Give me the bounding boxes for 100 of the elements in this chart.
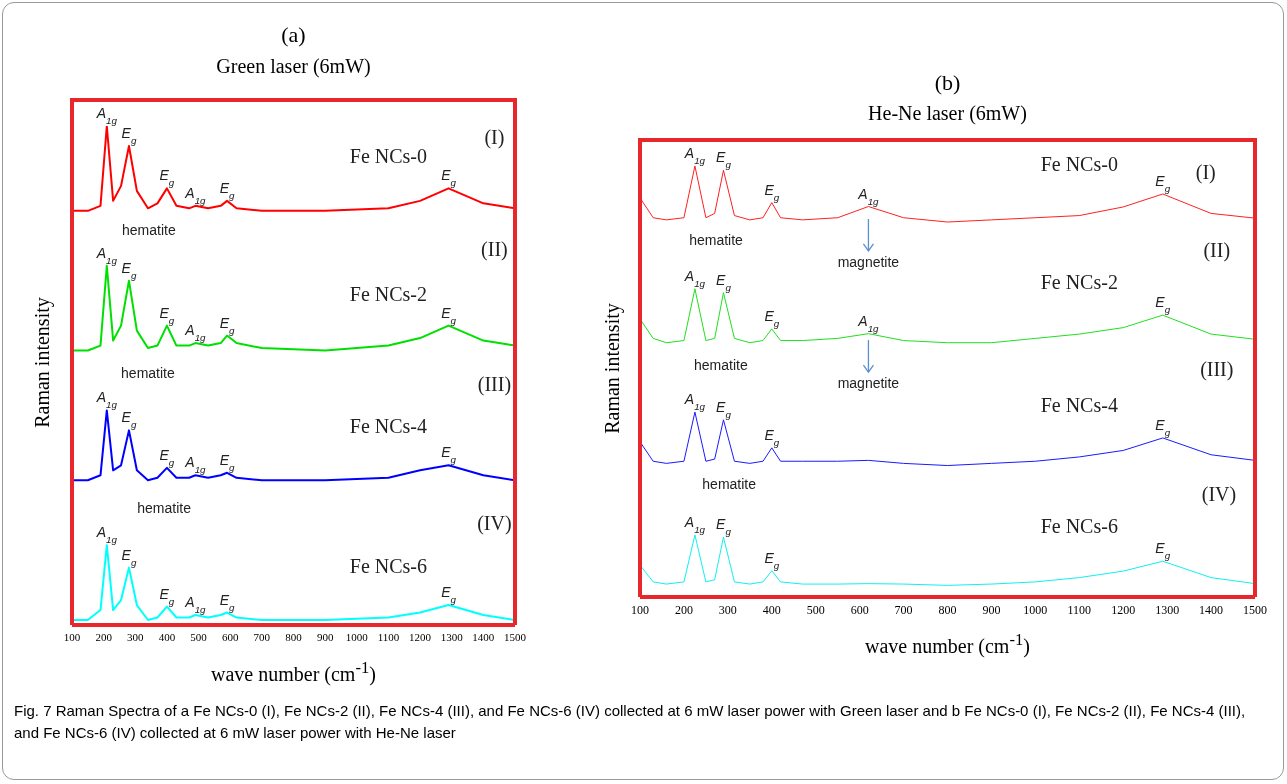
annotation: E$_{g}$ xyxy=(716,271,732,293)
annotation: (III) xyxy=(1200,357,1234,381)
x-tick-label: 1200 xyxy=(1111,602,1136,617)
annotation: E$_{g}$ xyxy=(716,516,732,537)
annotation: E$_{g}$ xyxy=(121,124,137,146)
annotation: E$_{g}$ xyxy=(764,549,780,571)
annotation: E$_{g}$ xyxy=(764,181,780,203)
x-tick-label: 1200 xyxy=(409,630,432,643)
annotation: A$_{1g}$ xyxy=(683,267,706,289)
annotation: (IV) xyxy=(1201,482,1237,506)
chart-title: (b) xyxy=(933,70,962,96)
annotation: hematite xyxy=(693,357,748,374)
annotation: magnetite xyxy=(837,253,900,270)
x-tick-label: 200 xyxy=(674,602,693,617)
x-tick-label: 500 xyxy=(190,630,208,643)
x-tick-label: 200 xyxy=(95,630,113,643)
annotation: E$_{g}$ xyxy=(159,446,175,468)
y-axis-title: Raman intensity xyxy=(30,295,54,430)
annotation: A$_{1g}$ xyxy=(683,145,706,166)
annotation: E$_{g}$ xyxy=(159,585,175,607)
x-tick-label: 1000 xyxy=(345,630,369,643)
series-label: Fe NCs-4 xyxy=(349,414,428,437)
annotation: (III) xyxy=(477,372,512,396)
x-tick-label: 900 xyxy=(316,630,334,643)
chart-title: (a) xyxy=(280,22,307,48)
annotation: A$_{1g}$ xyxy=(184,322,207,343)
chart-subtitle: Green laser (6mW) xyxy=(215,55,372,78)
x-tick-label: 300 xyxy=(127,630,145,643)
x-tick-label: 600 xyxy=(221,630,239,643)
series-label: Fe NCs-6 xyxy=(349,554,428,577)
x-tick-label: 1500 xyxy=(504,630,527,643)
annotation: E$_{g}$ xyxy=(441,167,457,188)
x-tick-label: 100 xyxy=(631,602,649,617)
annotation: E$_{g}$ xyxy=(121,259,137,281)
annotation: E$_{g}$ xyxy=(1155,416,1171,438)
x-tick-label: 1100 xyxy=(377,630,400,643)
annotation: A$_{1g}$ xyxy=(95,244,118,266)
x-tick-label: 400 xyxy=(762,602,781,617)
annotation: E$_{g}$ xyxy=(441,584,457,605)
annotation: A$_{1g}$ xyxy=(95,389,118,410)
annotation: A$_{1g}$ xyxy=(683,513,706,535)
annotation: A$_{1g}$ xyxy=(857,312,880,334)
annotation: hematite xyxy=(702,475,757,492)
annotation: (IV) xyxy=(477,511,512,535)
x-tick-label: 1500 xyxy=(1243,602,1267,617)
series-label: Fe NCs-0 xyxy=(1040,152,1118,175)
annotation: magnetite xyxy=(837,374,900,391)
annotation: A$_{1g}$ xyxy=(95,524,118,545)
annotation: A$_{1g}$ xyxy=(184,184,207,206)
x-tick-label: 800 xyxy=(285,630,303,643)
annotation: E$_{g}$ xyxy=(1155,540,1171,561)
annotation: hematite xyxy=(121,364,175,381)
annotation: E$_{g}$ xyxy=(219,591,235,613)
annotation: E$_{g}$ xyxy=(159,304,175,326)
x-tick-label: 900 xyxy=(982,602,1001,617)
x-tick-label: 1400 xyxy=(472,630,495,643)
series-label: Fe NCs-2 xyxy=(349,282,428,305)
annotation: A$_{1g}$ xyxy=(184,594,207,615)
series-label: Fe NCs-2 xyxy=(1040,271,1118,294)
x-axis-title: wave number (cm$^{-1}$) xyxy=(210,658,377,686)
annotation: A$_{1g}$ xyxy=(95,105,118,126)
annotation: E$_{g}$ xyxy=(716,398,732,420)
series-label: Fe NCs-6 xyxy=(1040,514,1118,537)
y-axis-title: Raman intensity xyxy=(600,301,624,436)
annotation: E$_{g}$ xyxy=(121,546,137,568)
annotation: hematite xyxy=(689,231,744,248)
annotation: E$_{g}$ xyxy=(1155,173,1171,194)
x-tick-label: 300 xyxy=(718,602,737,617)
chart-subtitle: He-Ne laser (6mW) xyxy=(867,102,1028,125)
x-tick-label: 1100 xyxy=(1067,602,1092,617)
x-tick-label: 400 xyxy=(158,630,176,643)
annotation: A$_{1g}$ xyxy=(857,185,880,207)
x-axis-title: wave number (cm$^{-1}$) xyxy=(864,630,1031,658)
annotation: E$_{g}$ xyxy=(764,307,780,329)
annotation: E$_{g}$ xyxy=(764,426,780,448)
annotation: (I) xyxy=(484,126,505,150)
x-tick-label: 500 xyxy=(806,602,825,617)
caption: Fig. 7 Raman Spectra of a Fe NCs-0 (I), Fe NCs-2 (II), Fe NCs-4 (III), and Fe NCs-6 (IV) collected at 6 mW laser power with Green laser and b Fe NCs-0 (I), Fe NCs-2 (II), Fe NCs-4 (III), and Fe NCs-6 (IV) collected at 6 mW laser power with He-Ne laser xyxy=(14,701,1247,743)
x-tick-label: 1300 xyxy=(440,630,464,643)
annotation: (I) xyxy=(1195,160,1216,184)
annotation: E$_{g}$ xyxy=(441,304,457,326)
annotation: hematite xyxy=(137,499,192,516)
series-label: Fe NCs-4 xyxy=(1040,393,1118,416)
x-tick-label: 1300 xyxy=(1155,602,1180,617)
x-tick-label: 100 xyxy=(63,630,81,643)
annotation: hematite xyxy=(122,221,176,238)
annotation: E$_{g}$ xyxy=(441,444,457,465)
x-tick-label: 700 xyxy=(894,602,913,617)
series-label: Fe NCs-0 xyxy=(349,145,428,168)
annotation: A$_{1g}$ xyxy=(683,391,706,412)
annotation: E$_{g}$ xyxy=(716,149,732,170)
x-tick-label: 700 xyxy=(253,630,271,643)
annotation: A$_{1g}$ xyxy=(184,454,207,475)
annotation: E$_{g}$ xyxy=(159,167,175,188)
annotation: E$_{g}$ xyxy=(219,179,235,201)
annotation: E$_{g}$ xyxy=(1155,294,1171,315)
x-tick-label: 800 xyxy=(938,602,957,617)
annotation: E$_{g}$ xyxy=(219,314,235,336)
annotation: E$_{g}$ xyxy=(219,451,235,473)
x-tick-label: 1000 xyxy=(1023,602,1048,617)
